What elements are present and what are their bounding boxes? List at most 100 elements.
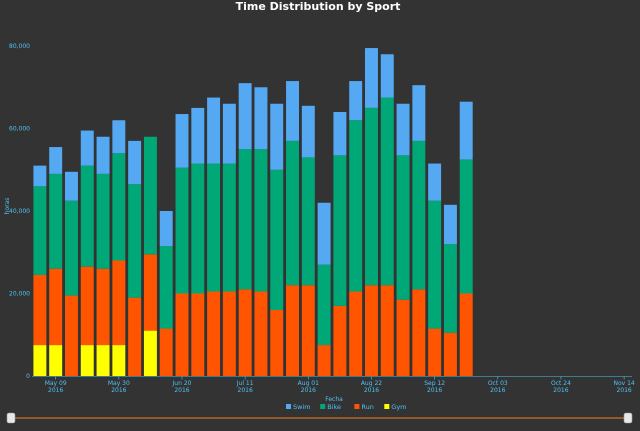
bar-segment-run[interactable] bbox=[80, 266, 94, 346]
x-tick-label: May 30 bbox=[108, 380, 130, 387]
bar-segment-run[interactable] bbox=[238, 289, 252, 377]
bar-segment-bike[interactable] bbox=[191, 163, 205, 294]
bar-segment-swim[interactable] bbox=[159, 211, 173, 247]
bar-segment-run[interactable] bbox=[49, 268, 63, 346]
bar-segment-run[interactable] bbox=[317, 345, 331, 376]
range-slider-right-handle[interactable] bbox=[623, 412, 633, 424]
bar-segment-gym[interactable] bbox=[96, 345, 110, 376]
bar-segment-run[interactable] bbox=[33, 274, 47, 346]
bar-segment-swim[interactable] bbox=[80, 130, 94, 166]
bar-segment-bike[interactable] bbox=[65, 200, 78, 296]
bar-segment-bike[interactable] bbox=[333, 155, 347, 306]
bar-segment-bike[interactable] bbox=[143, 136, 157, 255]
bar-segment-run[interactable] bbox=[159, 328, 173, 376]
bar-segment-swim[interactable] bbox=[396, 103, 410, 156]
bar-segment-run[interactable] bbox=[333, 305, 347, 377]
bar-segment-run[interactable] bbox=[380, 285, 394, 376]
bar-segment-swim[interactable] bbox=[49, 147, 63, 174]
bar-segment-bike[interactable] bbox=[349, 120, 363, 292]
bar-segment-run[interactable] bbox=[365, 285, 378, 376]
bar-segment-swim[interactable] bbox=[333, 112, 347, 156]
bar-segment-bike[interactable] bbox=[270, 169, 284, 310]
bar-segment-bike[interactable] bbox=[222, 163, 236, 292]
bar-segment-swim[interactable] bbox=[175, 114, 189, 168]
bar-segment-swim[interactable] bbox=[254, 87, 268, 150]
bar-segment-run[interactable] bbox=[412, 289, 426, 377]
range-slider-left-handle[interactable] bbox=[6, 412, 16, 424]
bar-segment-swim[interactable] bbox=[207, 97, 221, 164]
bar-segment-swim[interactable] bbox=[317, 202, 331, 265]
bar-segment-run[interactable] bbox=[112, 260, 126, 346]
bar-segment-swim[interactable] bbox=[65, 171, 78, 201]
bar-segment-bike[interactable] bbox=[207, 163, 221, 292]
bar-segment-run[interactable] bbox=[254, 291, 268, 376]
bar-segment-swim[interactable] bbox=[459, 101, 473, 160]
bar-segment-swim[interactable] bbox=[380, 54, 394, 98]
legend-label-run[interactable]: Run bbox=[361, 403, 373, 411]
bar-segment-swim[interactable] bbox=[112, 120, 126, 154]
bar-segment-run[interactable] bbox=[65, 295, 78, 376]
bar-segment-run[interactable] bbox=[270, 310, 284, 376]
bar-segment-swim[interactable] bbox=[222, 103, 236, 164]
legend-label-gym[interactable]: Gym bbox=[391, 403, 406, 411]
bar-segment-run[interactable] bbox=[286, 285, 299, 376]
legend-label-swim[interactable]: Swim bbox=[293, 403, 311, 411]
bar-segment-gym[interactable] bbox=[33, 345, 47, 376]
bar-segment-bike[interactable] bbox=[238, 149, 252, 290]
bar-segment-bike[interactable] bbox=[49, 173, 63, 269]
bar-segment-bike[interactable] bbox=[96, 173, 110, 269]
bar-segment-run[interactable] bbox=[459, 293, 473, 377]
bar-segment-swim[interactable] bbox=[270, 103, 284, 170]
bar-segment-bike[interactable] bbox=[317, 264, 331, 346]
x-tick-year: 2016 bbox=[616, 387, 631, 394]
bar-segment-bike[interactable] bbox=[428, 200, 442, 329]
bar-segment-bike[interactable] bbox=[33, 186, 47, 275]
bar-segment-swim[interactable] bbox=[428, 163, 442, 201]
bar-segment-bike[interactable] bbox=[112, 153, 126, 261]
bar-segment-bike[interactable] bbox=[254, 149, 268, 292]
bar-segment-bike[interactable] bbox=[380, 97, 394, 286]
bar-segment-swim[interactable] bbox=[301, 105, 315, 158]
bar-segment-gym[interactable] bbox=[49, 345, 63, 376]
legend-label-bike[interactable]: Bike bbox=[327, 403, 341, 411]
bar-segment-swim[interactable] bbox=[128, 140, 142, 185]
bar-segment-run[interactable] bbox=[301, 285, 315, 376]
bar-segment-swim[interactable] bbox=[238, 83, 252, 150]
bar-segment-run[interactable] bbox=[222, 291, 236, 376]
bar-segment-swim[interactable] bbox=[412, 85, 426, 141]
bar-segment-gym[interactable] bbox=[80, 345, 94, 376]
bar-segment-swim[interactable] bbox=[443, 204, 457, 244]
bar-segment-swim[interactable] bbox=[33, 165, 47, 187]
bar-segment-swim[interactable] bbox=[349, 81, 363, 121]
bar-segment-bike[interactable] bbox=[412, 140, 426, 290]
bar-segment-run[interactable] bbox=[143, 254, 157, 331]
bar-segment-bike[interactable] bbox=[80, 165, 94, 267]
bar-segment-run[interactable] bbox=[191, 293, 205, 377]
bar-segment-bike[interactable] bbox=[301, 157, 315, 286]
bar-segment-run[interactable] bbox=[96, 268, 110, 346]
bar-segment-run[interactable] bbox=[207, 291, 221, 376]
bar-segment-bike[interactable] bbox=[175, 167, 189, 294]
bar-segment-run[interactable] bbox=[443, 332, 457, 376]
bar-segment-bike[interactable] bbox=[159, 246, 173, 329]
bar-segment-bike[interactable] bbox=[396, 155, 410, 300]
legend-swatch-bike bbox=[320, 404, 326, 409]
bar-segment-gym[interactable] bbox=[112, 345, 126, 376]
bar-segment-gym[interactable] bbox=[143, 330, 157, 377]
bar-segment-swim[interactable] bbox=[365, 48, 378, 108]
bar-segment-bike[interactable] bbox=[128, 184, 142, 298]
bar-segment-run[interactable] bbox=[128, 297, 142, 377]
bar-segment-swim[interactable] bbox=[286, 81, 299, 141]
range-slider[interactable] bbox=[6, 412, 633, 424]
bar-segment-bike[interactable] bbox=[459, 159, 473, 294]
bar-segment-swim[interactable] bbox=[191, 107, 205, 164]
x-tick-year: 2016 bbox=[174, 387, 189, 394]
bar-segment-run[interactable] bbox=[428, 328, 442, 376]
bar-segment-run[interactable] bbox=[175, 293, 189, 377]
bar-segment-bike[interactable] bbox=[443, 244, 457, 333]
bar-segment-swim[interactable] bbox=[96, 136, 110, 174]
bar-segment-run[interactable] bbox=[349, 291, 363, 376]
bar-segment-run[interactable] bbox=[396, 299, 410, 376]
bar-segment-bike[interactable] bbox=[365, 107, 378, 286]
bar-segment-bike[interactable] bbox=[286, 140, 299, 286]
